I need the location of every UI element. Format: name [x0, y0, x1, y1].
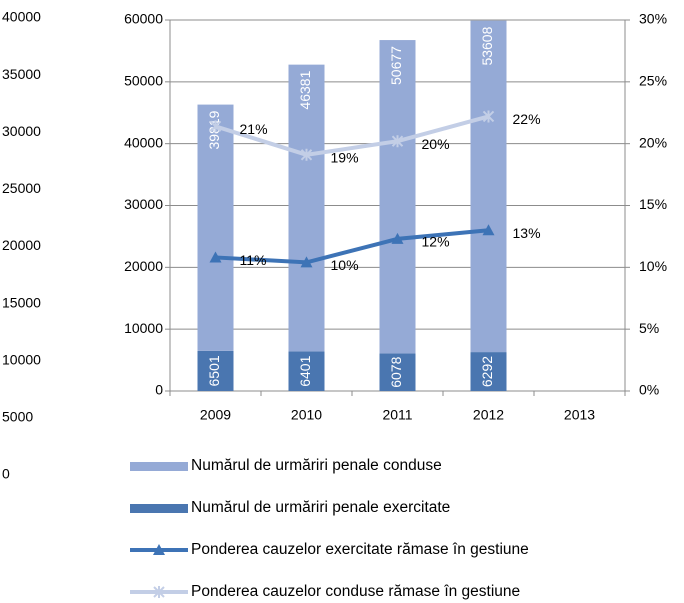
line-marker — [482, 110, 495, 123]
bar-label: 50677 — [388, 46, 404, 85]
bar-label: 53608 — [479, 26, 495, 65]
y3-tick-label: 30000 — [2, 123, 41, 139]
x-tick-label: 2011 — [382, 407, 412, 423]
y3-tick-label: 20000 — [2, 237, 41, 253]
bar — [379, 40, 416, 354]
line-marker — [482, 224, 495, 236]
y-tick-label: 40000 — [124, 134, 163, 150]
y2-tick-label: 30% — [639, 11, 667, 27]
line-marker — [209, 251, 222, 263]
line-marker — [300, 256, 313, 268]
legend-label: Ponderea cauzelor conduse rămase în gest… — [191, 583, 520, 600]
data-label: 22% — [513, 111, 541, 127]
y-tick-label: 60000 — [124, 11, 163, 27]
y3-tick-label: 15000 — [2, 294, 41, 310]
bar-label: 6292 — [479, 356, 495, 387]
line — [214, 114, 490, 157]
bar — [288, 64, 325, 352]
data-label: 10% — [331, 257, 359, 273]
line-marker — [391, 135, 404, 148]
data-label: 11% — [240, 252, 267, 268]
legend-swatch — [130, 504, 188, 513]
legend-marker — [153, 586, 165, 598]
line-marker — [391, 232, 404, 244]
bar — [470, 352, 507, 391]
bar — [197, 350, 234, 391]
bar-label: 6401 — [297, 355, 313, 386]
y2-tick-label: 20% — [639, 134, 667, 150]
y3-tick-label: 10000 — [2, 351, 41, 367]
bar-label: 6078 — [388, 356, 404, 387]
legend-swatch — [130, 462, 188, 471]
y2-tick-label: 25% — [639, 73, 667, 89]
bar-label: 6501 — [206, 355, 222, 386]
y2-tick-label: 5% — [639, 320, 659, 336]
data-label: 20% — [422, 136, 450, 152]
bar — [379, 353, 416, 391]
y2-tick-label: 15% — [639, 196, 667, 212]
x-tick-label: 2009 — [200, 407, 231, 423]
legend-label: Numărul de urmăriri penale exercitate — [191, 499, 450, 516]
data-label: 13% — [513, 225, 541, 241]
y3-tick-label: 0 — [2, 466, 10, 482]
y3-tick-label: 25000 — [2, 180, 41, 196]
y3-tick-label: 35000 — [2, 66, 41, 82]
data-label: 21% — [240, 121, 268, 137]
bar — [470, 20, 507, 353]
bar — [288, 351, 325, 391]
line-marker — [209, 120, 222, 133]
line — [215, 228, 489, 265]
y3-tick-label: 40000 — [2, 9, 41, 25]
legend-marker — [153, 544, 165, 555]
y2-tick-label: 0% — [639, 382, 659, 398]
y-tick-label: 0 — [155, 382, 163, 398]
y3-tick-label: 5000 — [2, 409, 33, 425]
x-tick-label: 2012 — [473, 407, 504, 423]
bar — [197, 104, 234, 351]
line-marker — [300, 148, 313, 161]
bar-label: 39819 — [206, 110, 222, 149]
y-tick-label: 30000 — [124, 196, 163, 212]
data-label: 19% — [331, 149, 359, 165]
y-tick-label: 10000 — [124, 320, 163, 336]
y-tick-label: 20000 — [124, 258, 163, 274]
legend-label: Numărul de urmăriri penale conduse — [191, 457, 442, 474]
x-tick-label: 2013 — [564, 407, 595, 423]
x-tick-label: 2010 — [291, 407, 322, 423]
bar-label: 46381 — [297, 70, 313, 109]
y2-tick-label: 10% — [639, 258, 667, 274]
data-label: 12% — [422, 234, 450, 250]
y-tick-label: 50000 — [124, 73, 163, 89]
legend-label: Ponderea cauzelor exercitate rămase în g… — [191, 541, 529, 558]
